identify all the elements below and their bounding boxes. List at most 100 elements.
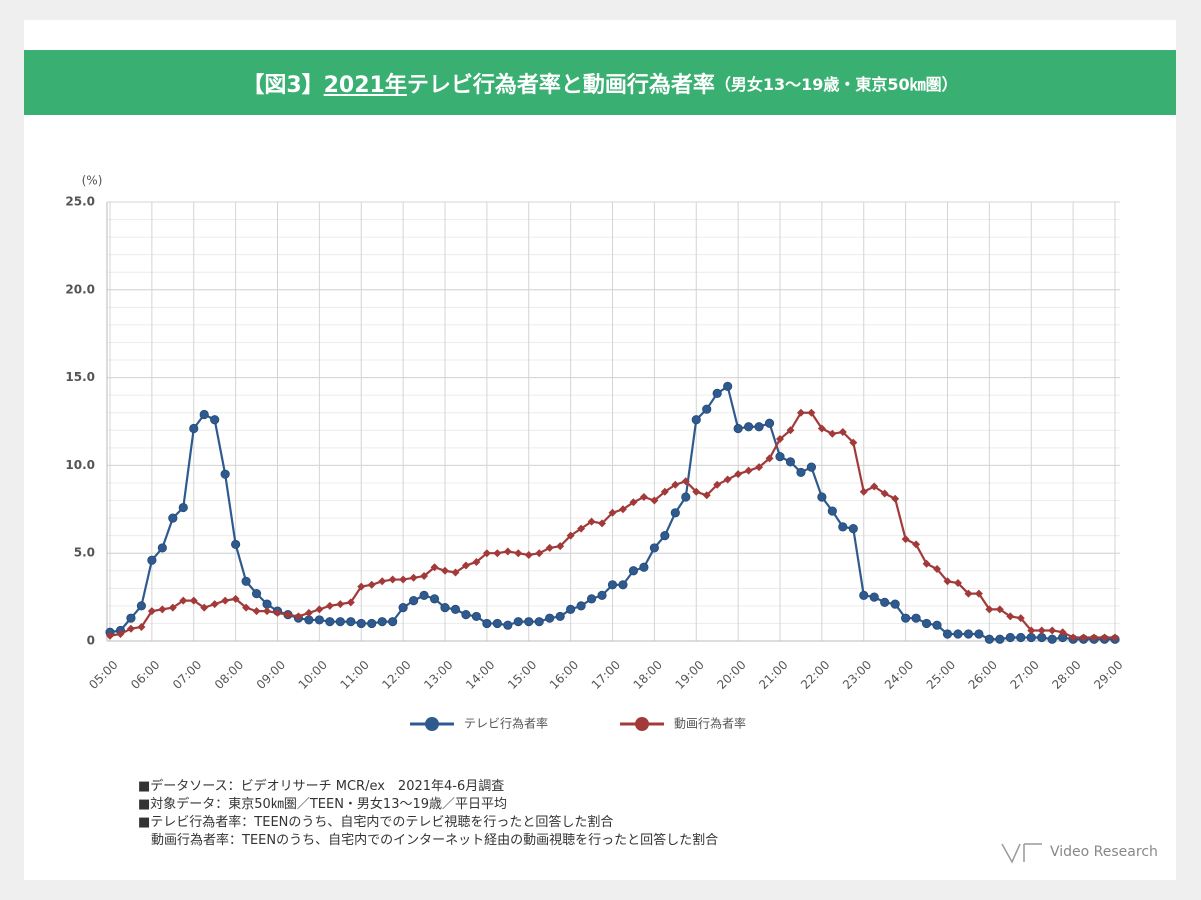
point: [943, 577, 952, 586]
point: [545, 543, 554, 552]
point: [168, 603, 177, 612]
point: [409, 573, 418, 582]
point: [838, 522, 848, 532]
point: [942, 629, 953, 639]
point: [315, 605, 324, 614]
point: [556, 542, 565, 551]
y-tick-label: 15.0: [65, 370, 95, 384]
point: [901, 613, 911, 623]
legend-marker: [635, 717, 649, 731]
point: [493, 549, 502, 558]
point: [304, 615, 314, 625]
point: [346, 598, 355, 607]
point: [598, 519, 607, 528]
point: [189, 423, 199, 434]
point: [106, 631, 114, 640]
point: [576, 601, 586, 611]
point: [849, 438, 858, 447]
point: [514, 549, 523, 558]
point: [734, 470, 743, 479]
y-tick-label: 0: [87, 634, 95, 648]
point: [870, 482, 879, 491]
point: [346, 617, 356, 627]
point: [534, 617, 544, 627]
x-tick-label: 10:00: [296, 658, 330, 692]
point: [535, 549, 544, 558]
point: [116, 629, 125, 638]
point: [325, 601, 334, 610]
point: [859, 487, 868, 496]
point: [733, 423, 743, 434]
point: [671, 480, 680, 489]
x-tick-label: 13:00: [421, 658, 455, 692]
point: [1079, 633, 1088, 642]
x-tick-label: 17:00: [589, 658, 623, 692]
point: [294, 612, 303, 621]
point: [754, 422, 764, 432]
point: [1026, 632, 1036, 643]
point: [126, 624, 135, 633]
x-tick-label: 26:00: [966, 658, 1000, 692]
point: [608, 508, 617, 517]
title-part: 【図3】: [242, 72, 324, 98]
point: [912, 540, 921, 549]
x-tick-label: 18:00: [631, 658, 665, 692]
y-tick-label: 20.0: [65, 282, 95, 296]
point: [890, 599, 900, 609]
note: ■テレビ行為者率：TEENのうち、自宅内でのテレビ視聴を行ったと回答した割合: [138, 815, 614, 830]
point: [1058, 628, 1067, 637]
point: [848, 524, 858, 534]
x-tick-label: 11:00: [337, 658, 371, 692]
point: [1100, 633, 1109, 642]
point: [984, 634, 994, 644]
point: [367, 580, 376, 589]
point: [178, 502, 188, 513]
point: [566, 531, 575, 540]
legend-label: テレビ行為者率: [464, 716, 548, 731]
point: [472, 557, 481, 566]
point: [692, 487, 701, 496]
point: [607, 580, 618, 590]
x-tick-label: 25:00: [924, 658, 958, 692]
point: [639, 562, 649, 572]
point: [241, 576, 251, 586]
y-tick-label: 10.0: [65, 458, 95, 472]
point: [168, 513, 178, 523]
point: [482, 618, 492, 629]
point: [660, 487, 669, 496]
point: [974, 589, 983, 598]
y-tick-label: 5.0: [74, 546, 95, 560]
point: [158, 605, 167, 614]
point: [1069, 633, 1078, 642]
point: [712, 388, 722, 399]
point: [743, 422, 754, 432]
logo: Video Research: [1000, 840, 1158, 864]
point: [335, 617, 345, 627]
point: [691, 415, 701, 425]
point: [586, 594, 597, 604]
point: [210, 600, 219, 609]
point: [901, 535, 910, 544]
point: [251, 588, 262, 599]
point: [953, 629, 963, 639]
point: [807, 408, 816, 417]
point: [147, 607, 156, 616]
point: [283, 610, 292, 619]
point: [838, 428, 847, 437]
point: [1037, 632, 1047, 643]
x-tick-label: 28:00: [1049, 658, 1083, 692]
point: [336, 600, 345, 609]
point: [776, 435, 784, 444]
point: [441, 566, 449, 575]
x-tick-label: 06:00: [128, 658, 162, 692]
point: [200, 603, 209, 612]
point: [357, 582, 366, 591]
point: [503, 620, 513, 630]
point: [974, 629, 984, 639]
note: 動画行為者率：TEENのうち、自宅内でのインターネット経由の動画視聴を行ったと回…: [138, 833, 719, 848]
point: [629, 498, 638, 507]
point: [963, 629, 974, 639]
point: [618, 505, 627, 514]
point: [660, 531, 670, 541]
panel: [24, 20, 1176, 880]
